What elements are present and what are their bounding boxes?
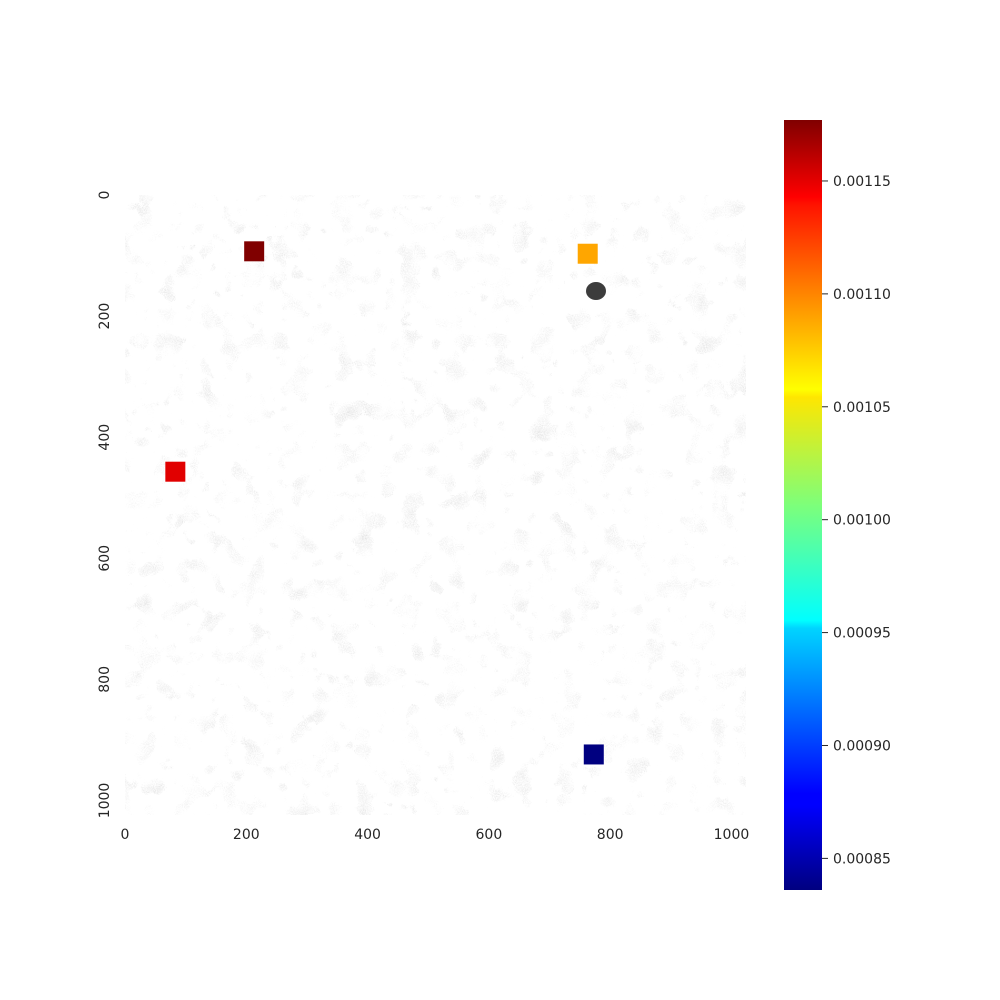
y-tick-label: 800 bbox=[97, 666, 113, 693]
y-tick-label: 200 bbox=[97, 303, 113, 330]
plot-area bbox=[125, 195, 746, 815]
marker-3 bbox=[583, 744, 604, 765]
x-tick-label: 1000 bbox=[714, 827, 750, 843]
colorbar-tick-label: 0.00115 bbox=[833, 174, 891, 190]
colorbar-tick-label: 0.00095 bbox=[833, 626, 891, 642]
colorbar-tick-label: 0.00110 bbox=[833, 287, 891, 303]
colorbar-tick-label: 0.00090 bbox=[833, 738, 891, 754]
y-tick-label: 1000 bbox=[97, 783, 113, 819]
marker-1 bbox=[577, 243, 598, 264]
x-tick-label: 0 bbox=[121, 827, 130, 843]
x-tick-label: 600 bbox=[476, 827, 503, 843]
colorbar-tick-label: 0.00100 bbox=[833, 513, 891, 529]
x-tick-label: 200 bbox=[233, 827, 260, 843]
dark-pore bbox=[586, 282, 606, 300]
y-tick-label: 0 bbox=[97, 191, 113, 200]
marker-0 bbox=[244, 241, 265, 262]
y-axis: 0 200 400 600 800 1000 bbox=[97, 191, 113, 819]
marker-2 bbox=[165, 461, 186, 482]
colorbar-tick-label: 0.00105 bbox=[833, 400, 891, 416]
micrograph-image bbox=[125, 195, 746, 815]
colorbar: 0.00085 0.00090 0.00095 0.00100 0.00105 0.001… bbox=[784, 120, 891, 890]
x-tick-label: 400 bbox=[354, 827, 381, 843]
x-axis: 0 200 400 600 800 1000 bbox=[121, 827, 750, 843]
marker-group bbox=[165, 241, 604, 765]
x-tick-label: 800 bbox=[597, 827, 624, 843]
colorbar-gradient bbox=[784, 120, 822, 890]
y-tick-label: 600 bbox=[97, 545, 113, 572]
colorbar-tick-label: 0.00085 bbox=[833, 851, 891, 867]
colorbar-ticks: 0.00085 0.00090 0.00095 0.00100 0.00105 0.001… bbox=[822, 174, 891, 867]
y-tick-label: 400 bbox=[97, 424, 113, 451]
